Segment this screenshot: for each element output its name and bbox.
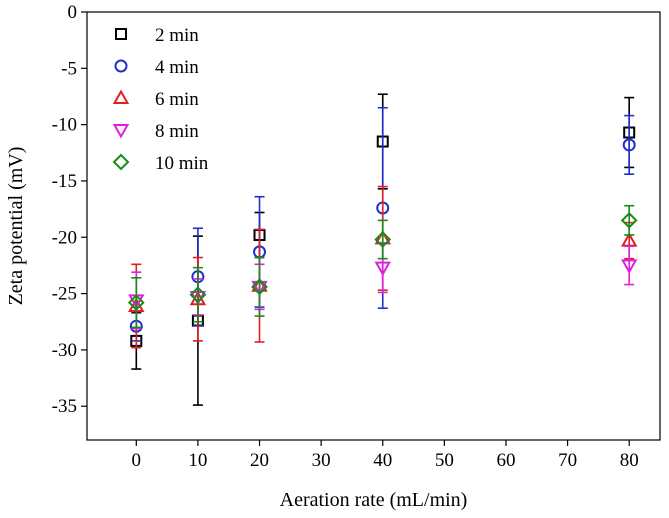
legend-marker-6-min (112, 89, 130, 104)
x-tick-label: 40 (373, 450, 392, 471)
data-point-8-min (620, 259, 638, 274)
x-tick-label: 20 (250, 450, 269, 471)
x-tick-label: 30 (312, 450, 331, 471)
y-tick-label: -25 (52, 284, 77, 305)
series-10-min (127, 204, 638, 329)
legend-marker-2-min (115, 28, 127, 40)
legend-marker-8-min (112, 124, 130, 139)
y-tick-label: -15 (52, 171, 77, 192)
x-tick-label: 80 (620, 450, 639, 471)
legend-label-10-min: 10 min (155, 153, 209, 174)
y-tick-label: -20 (52, 227, 77, 248)
legend-item-6-min: 6 min (112, 89, 199, 110)
x-tick-label: 60 (496, 450, 515, 471)
legend-label-6-min: 6 min (155, 89, 199, 110)
x-tick-label: 70 (558, 450, 577, 471)
legend-marker-4-min (114, 59, 128, 73)
data-point-10-min (127, 294, 145, 312)
data-group (127, 93, 638, 406)
axes-group: 0 10 20 30 40 50 60 70 80 0 -5 -10 -15 -20 -25 -30 -35 (52, 2, 661, 471)
y-tick-label: -30 (52, 340, 77, 361)
x-tick-label: 50 (435, 450, 454, 471)
data-point-10-min (374, 231, 392, 248)
plot-frame (86, 11, 661, 441)
y-axis-title: Zeta potential (mV) (5, 147, 27, 306)
x-axis-title: Aeration rate (mL/min) (280, 489, 468, 511)
data-point-4-min (622, 138, 636, 152)
legend: 2 min 4 min 6 min 8 min 10 min (112, 25, 209, 174)
legend-item-10-min: 10 min (112, 153, 209, 174)
data-point-8-min (374, 261, 391, 277)
legend-label-8-min: 8 min (155, 121, 199, 142)
data-point-10-min (189, 286, 207, 304)
legend-marker-10-min (112, 153, 130, 171)
y-tick-label: -35 (52, 396, 77, 417)
legend-label-4-min: 4 min (155, 57, 199, 78)
y-tick-label: -5 (61, 58, 77, 79)
legend-item-8-min: 8 min (112, 121, 199, 142)
x-tick-label: 0 (132, 450, 142, 471)
legend-item-4-min: 4 min (114, 57, 199, 78)
y-tick-label: 0 (68, 2, 78, 23)
y-tick-label: -10 (52, 115, 77, 136)
data-point-10-min (620, 211, 638, 229)
data-point-10-min (251, 278, 268, 296)
legend-label-2-min: 2 min (155, 25, 199, 46)
legend-item-2-min: 2 min (115, 25, 199, 46)
x-tick-label: 10 (188, 450, 207, 471)
